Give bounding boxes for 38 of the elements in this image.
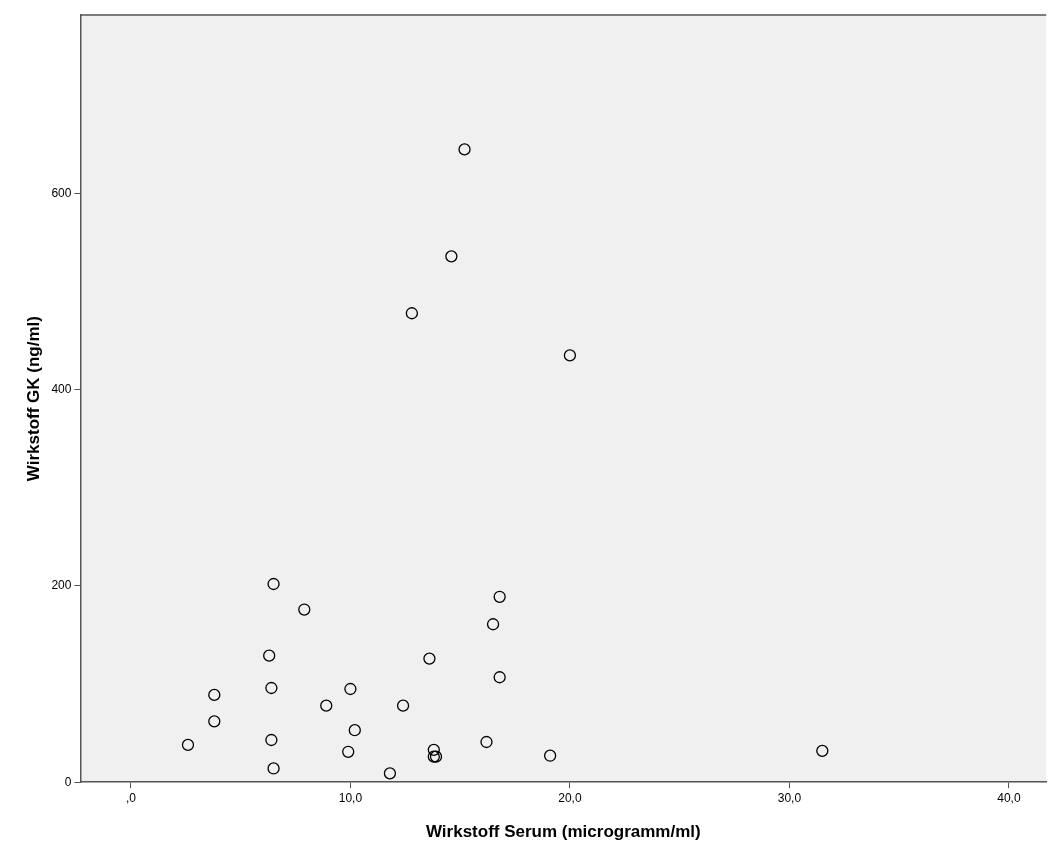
- x-tick-label: 20,0: [558, 790, 582, 805]
- point: [265, 681, 278, 695]
- y-tick-label: 400: [51, 382, 72, 397]
- point: [383, 767, 397, 780]
- point: [298, 603, 311, 616]
- point: [267, 762, 280, 775]
- point: [344, 682, 357, 696]
- point: [267, 577, 280, 591]
- y-tick-label: 0: [64, 774, 72, 789]
- point: [208, 715, 221, 728]
- point: [480, 735, 493, 749]
- point: [348, 724, 361, 737]
- point: [181, 738, 195, 752]
- point: [563, 349, 577, 362]
- point: [423, 652, 436, 665]
- point: [265, 733, 278, 747]
- y-tick-label: 600: [51, 185, 72, 200]
- x-tick-label: 10,0: [338, 790, 363, 805]
- point: [263, 649, 276, 662]
- point: [543, 749, 557, 762]
- y-tick-label: 200: [51, 578, 72, 593]
- point: [405, 307, 419, 320]
- point: [427, 743, 440, 756]
- x-tick-label: ,0: [125, 790, 137, 805]
- point: [445, 250, 458, 263]
- point: [342, 745, 355, 758]
- point: [816, 744, 829, 757]
- point: [493, 590, 506, 603]
- point: [486, 618, 500, 631]
- point: [493, 671, 506, 684]
- x-tick-label: 30,0: [777, 790, 802, 805]
- x-tick-label: 40,0: [997, 790, 1021, 805]
- point: [320, 699, 333, 712]
- point: [458, 143, 471, 156]
- point: [396, 699, 410, 712]
- y-axis-title: Wirkstoff GK (ng/ml): [23, 316, 43, 482]
- x-axis-title: Wirkstoff Serum (microgramm/ml): [425, 822, 701, 842]
- point: [208, 688, 221, 702]
